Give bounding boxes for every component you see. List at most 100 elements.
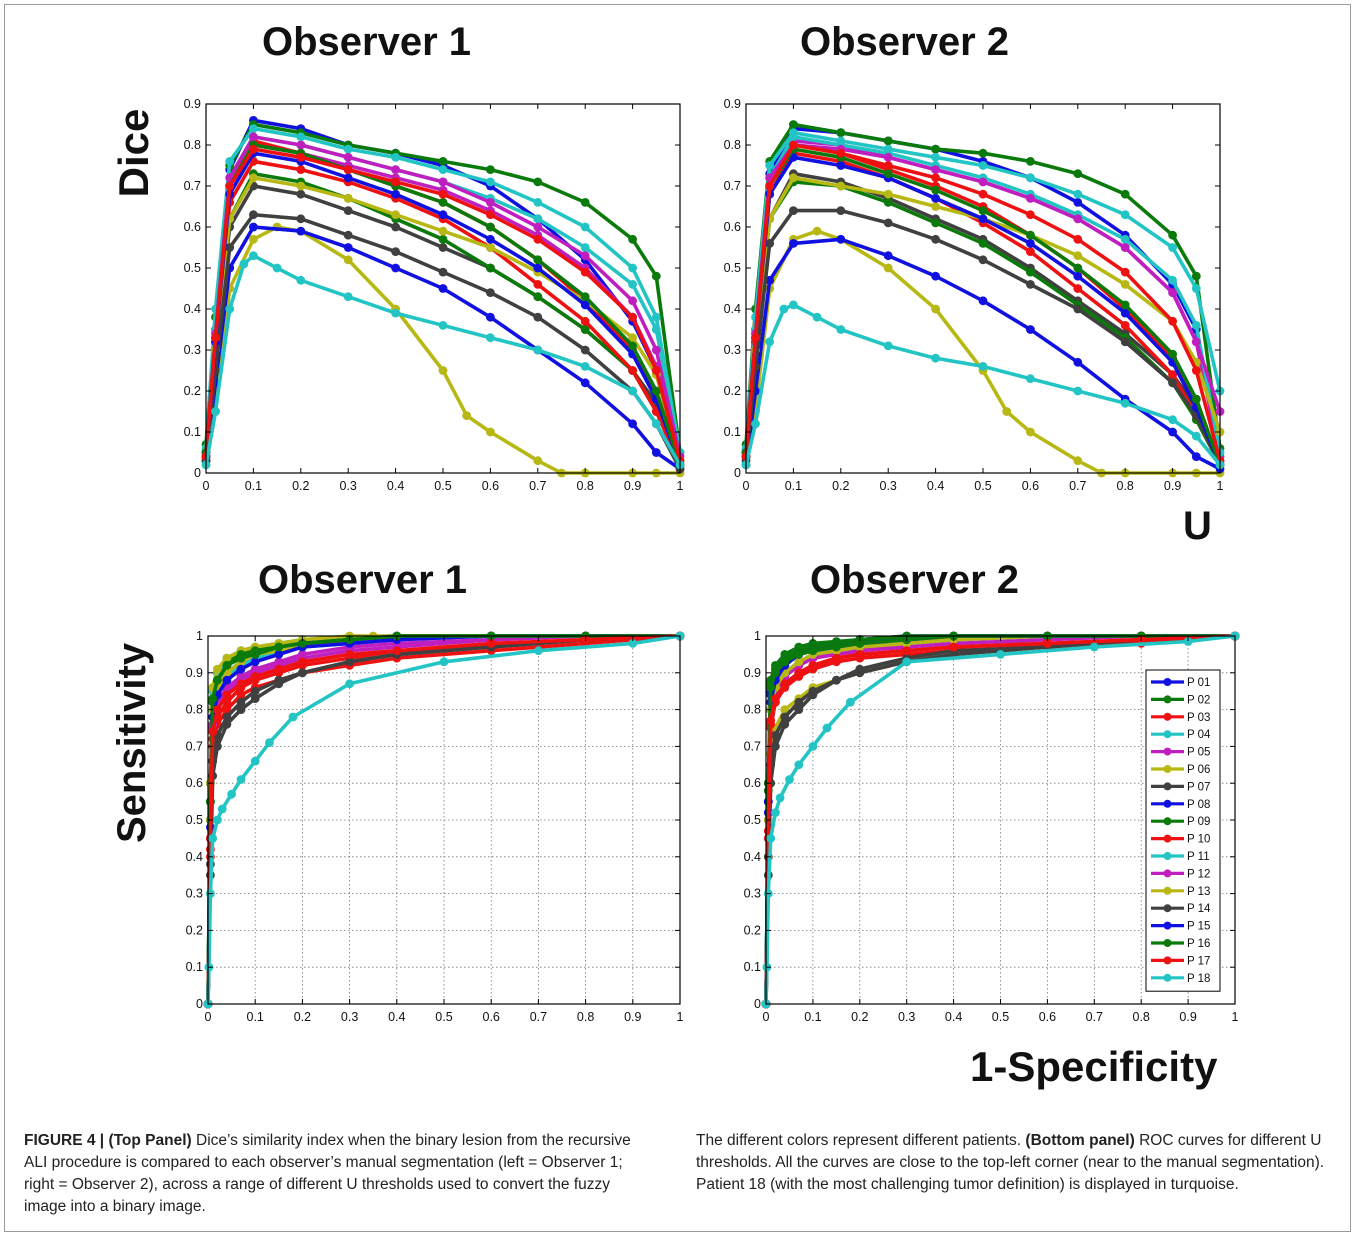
data-point-p10 — [533, 280, 543, 289]
data-point-p18 — [533, 345, 543, 355]
data-point-p14 — [978, 255, 988, 265]
y-tick-label: 0 — [196, 997, 203, 1011]
y-tick-label: 0.3 — [744, 887, 761, 901]
legend: P 01 P 02 P 03 P 04 P 05 P 06 P 07 P 08 P 09 P 10… — [1145, 669, 1221, 992]
data-point-p08 — [789, 239, 798, 248]
data-point-p14 — [836, 206, 846, 216]
y-tick-label: 0.2 — [744, 923, 761, 937]
x-axis-label-u: U — [1183, 504, 1212, 548]
plot-3: 0 0.1 0.2 0.3 0.4 0.5 0.6 0.7 0.8 0.9 1 0 0.1 0.2 0.3 0… — [186, 629, 685, 1024]
x-tick-label: 0 — [763, 1010, 770, 1024]
data-point-p14 — [222, 712, 232, 722]
y-tick-label: 0.9 — [744, 666, 761, 680]
data-point-p08 — [978, 296, 988, 306]
y-tick-label: 0.9 — [184, 97, 201, 111]
data-point-p15 — [236, 664, 246, 674]
data-point-p10 — [1120, 321, 1130, 330]
data-point-p13 — [391, 210, 400, 220]
data-point-p15 — [274, 650, 284, 659]
legend-marker — [1163, 834, 1172, 843]
data-point-p16 — [883, 169, 893, 179]
legend-label: P 03 — [1187, 712, 1210, 724]
legend-item-p18: P 18 — [1151, 973, 1210, 985]
data-point-p09 — [931, 218, 940, 228]
data-point-p12 — [580, 251, 590, 261]
data-point-p16 — [628, 341, 637, 351]
x-tick-label: 0.4 — [945, 1010, 962, 1024]
data-point-p03 — [236, 690, 246, 700]
data-point-p17 — [789, 140, 798, 150]
series-p17 — [741, 140, 1225, 466]
x-tick-label: 0.2 — [851, 1010, 868, 1024]
data-point-p04 — [225, 157, 235, 166]
x-tick-label: 0.7 — [1086, 1010, 1103, 1024]
caption-right-text-1: The different colors represent different… — [696, 1132, 1026, 1149]
legend-label: P 10 — [1187, 834, 1210, 846]
legend-marker — [1163, 782, 1172, 791]
legend-item-p03: P 03 — [1151, 712, 1210, 724]
data-point-p16 — [1073, 263, 1083, 273]
data-point-p18 — [391, 308, 400, 318]
data-point-p12 — [438, 177, 448, 187]
data-point-p17 — [931, 173, 940, 183]
legend-marker — [1163, 817, 1172, 826]
x-tick-label: 0.1 — [247, 1010, 264, 1024]
data-point-p04 — [343, 144, 353, 154]
data-point-p08 — [628, 419, 637, 429]
data-point-p18 — [486, 333, 495, 343]
data-point-p11 — [1120, 234, 1130, 244]
y-tick-label: 0.7 — [724, 179, 741, 193]
series-line-p14 — [204, 212, 682, 471]
data-point-p12 — [1026, 193, 1035, 203]
data-point-p09 — [580, 325, 590, 334]
legend-label: P 04 — [1187, 729, 1211, 741]
legend-marker — [1163, 852, 1172, 860]
data-point-p15 — [533, 263, 543, 273]
y-tick-label: 0.9 — [724, 97, 741, 111]
y-tick-label: 0.1 — [186, 960, 203, 974]
data-point-p18 — [1073, 386, 1083, 396]
data-point-p17 — [1120, 267, 1130, 277]
x-tick-label: 0 — [743, 479, 750, 493]
legend-item-p06: P 06 — [1151, 764, 1210, 776]
data-point-p16 — [1168, 349, 1177, 359]
data-point-p18 — [345, 679, 354, 689]
x-tick-label: 0.8 — [577, 479, 594, 493]
x-tick-label: 1 — [677, 1010, 684, 1024]
data-point-p04 — [978, 161, 988, 170]
data-point-p08 — [296, 226, 306, 236]
x-tick-label: 0.7 — [530, 1010, 547, 1024]
y-tick-label: 0.1 — [724, 425, 741, 439]
data-point-p16 — [222, 661, 232, 670]
data-point-p02 — [1191, 271, 1201, 281]
data-point-p04 — [1073, 189, 1083, 199]
data-point-p08 — [1168, 427, 1177, 437]
data-point-p16 — [250, 650, 260, 659]
data-point-p14 — [931, 234, 940, 244]
legend-marker — [1163, 921, 1172, 930]
caption-left-text: Dice’s similarity index when the binary … — [24, 1132, 631, 1215]
data-point-p12 — [250, 664, 260, 674]
data-point-p09 — [486, 263, 495, 273]
data-point-p02 — [978, 148, 988, 158]
data-point-p12 — [391, 165, 400, 175]
x-tick-label: 0.4 — [927, 479, 944, 493]
data-point-p13 — [486, 243, 495, 252]
series-p18 — [201, 251, 685, 470]
data-point-p17 — [343, 165, 353, 175]
y-tick-label: 0 — [754, 997, 761, 1011]
legend-label: P 11 — [1187, 851, 1210, 863]
series-line-p12 — [744, 143, 1222, 455]
legend-label: P 09 — [1187, 816, 1210, 828]
data-point-p07 — [438, 243, 448, 252]
data-point-p18 — [779, 304, 789, 314]
x-tick-label: 0.2 — [832, 479, 849, 493]
data-point-p10 — [1026, 247, 1035, 256]
legend-label: P 01 — [1187, 677, 1210, 689]
data-point-p02 — [651, 271, 661, 281]
data-point-p15 — [580, 300, 590, 310]
data-point-p17 — [580, 267, 590, 277]
legend-item-p05: P 05 — [1151, 747, 1210, 759]
data-point-p10 — [296, 165, 306, 175]
data-point-p16 — [1191, 394, 1201, 404]
